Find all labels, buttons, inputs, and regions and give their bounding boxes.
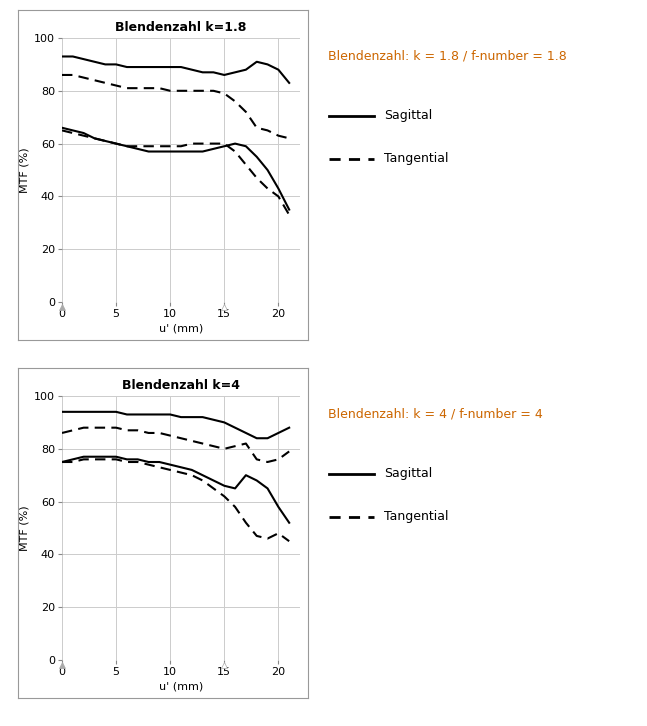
Text: Sagittal: Sagittal [384,109,432,122]
Y-axis label: MTF (%): MTF (%) [20,147,30,193]
Y-axis label: MTF (%): MTF (%) [20,505,30,551]
Text: Blendenzahl: k = 4 / f-number = 4: Blendenzahl: k = 4 / f-number = 4 [329,407,543,420]
Text: Blendenzahl: k = 1.8 / f-number = 1.8: Blendenzahl: k = 1.8 / f-number = 1.8 [329,49,567,62]
Text: Tangential: Tangential [384,152,448,165]
X-axis label: u' (mm): u' (mm) [159,681,203,691]
Text: Sagittal: Sagittal [384,467,432,480]
Text: Tangential: Tangential [384,510,448,523]
X-axis label: u' (mm): u' (mm) [159,323,203,333]
Title: Blendenzahl k=4: Blendenzahl k=4 [122,379,240,392]
Title: Blendenzahl k=1.8: Blendenzahl k=1.8 [115,21,247,34]
